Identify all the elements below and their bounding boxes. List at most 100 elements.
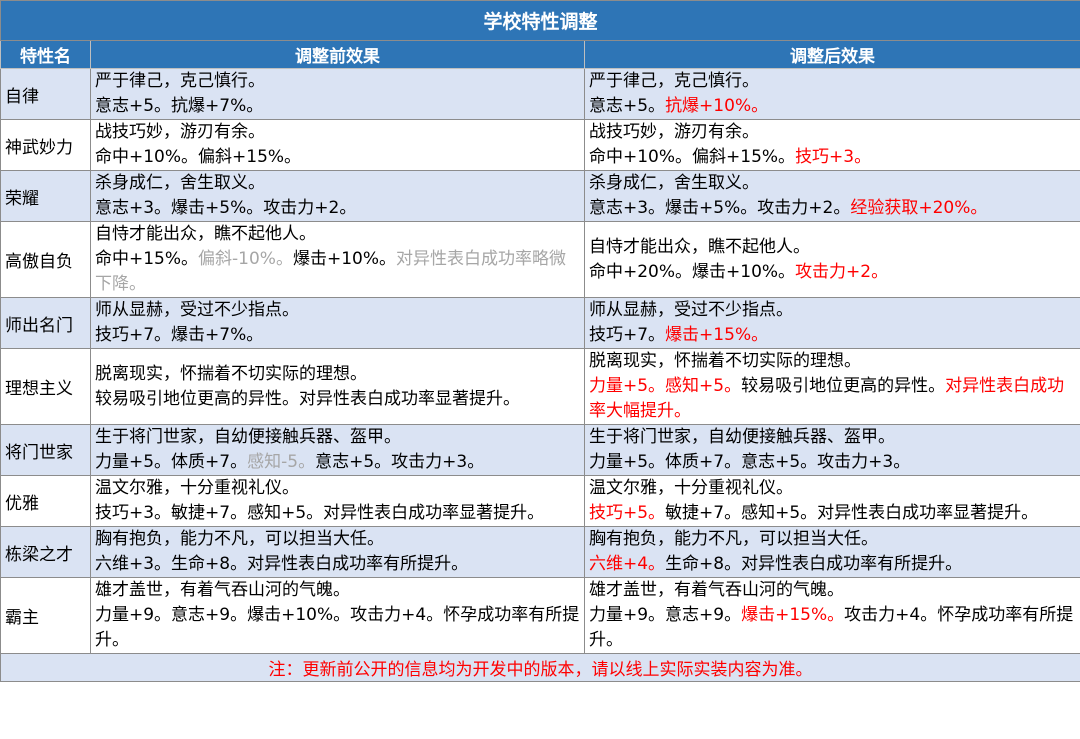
text-segment: 生于将门世家，自幼便接触兵器、盔甲。 <box>589 427 895 447</box>
text-segment: 感知-5。 <box>247 452 316 472</box>
cell-line: 生于将门世家，自幼便接触兵器、盔甲。 <box>589 425 1076 450</box>
before-effect: 胸有抱负，能力不凡，可以担当大任。六维+3。生命+8。对异性表白成功率有所提升。 <box>90 526 585 578</box>
trait-name: 优雅 <box>0 475 91 527</box>
cell-line: 严于律己，克己慎行。 <box>589 69 1076 94</box>
table: 学校特性调整 特性名 调整前效果 调整后效果 自律 严于律己，克己慎行。 意志+5。抗爆… <box>0 0 1080 682</box>
cell-line: 命中+10%。偏斜+15%。 <box>95 145 580 170</box>
cell-line: 六维+3。生命+8。对异性表白成功率有所提升。 <box>95 552 580 577</box>
cell-line: 意志+5。抗爆+10%。 <box>589 94 1076 119</box>
cell-line: 技巧+7。爆击+7%。 <box>95 323 580 348</box>
before-effect: 温文尔雅，十分重视礼仪。 技巧+3。敏捷+7。感知+5。对异性表白成功率显著提升。 <box>90 475 585 527</box>
cell-line: 意志+5。抗爆+7%。 <box>95 94 580 119</box>
cell-line: 意志+3。爆击+5%。攻击力+2。 <box>95 196 580 221</box>
text-segment: 六维+4。 <box>589 554 666 574</box>
cell-line: 技巧+7。爆击+15%。 <box>589 323 1076 348</box>
text-segment: 脱离现实，怀揣着不切实际的理想。 <box>95 363 367 384</box>
cell-line: 力量+5。体质+7。意志+5。攻击力+3。 <box>589 450 1076 475</box>
text-segment: 意志+5。抗爆+7%。 <box>95 96 264 116</box>
text-segment: 力量+5。体质+7。意志+5。攻击力+3。 <box>589 452 911 472</box>
cell-line: 师从显赫，受过不少指点。 <box>95 298 580 323</box>
after-effect: 雄才盖世，有着气吞山河的气魄。力量+9。意志+9。爆击+15%。攻击力+4。怀孕… <box>583 577 1080 654</box>
text-segment: 技巧+5。 <box>589 503 666 523</box>
cell-line: 技巧+5。敏捷+7。感知+5。对异性表白成功率显著提升。 <box>589 501 1076 526</box>
before-effect: 杀身成仁，舍生取义。意志+3。爆击+5%。攻击力+2。 <box>90 170 585 222</box>
cell-line: 战技巧妙，游刃有余。 <box>95 120 580 145</box>
table-row: 荣耀 杀身成仁，舍生取义。 意志+3。爆击+5%。攻击力+2。 杀身成仁，舍生取义。意… <box>0 170 1080 222</box>
text-segment: 技巧+3。敏捷+7。感知+5。对异性表白成功率显著提升。 <box>95 503 545 523</box>
after-effect: 战技巧妙，游刃有余。 命中+10%。偏斜+15%。技巧+3。 <box>583 119 1080 171</box>
trait-name: 师出名门 <box>0 297 91 349</box>
trait-name: 高傲自负 <box>0 221 91 298</box>
before-effect: 生于将门世家，自幼便接触兵器、盔甲。力量+5。体质+7。感知-5。意志+5。攻击… <box>90 424 585 476</box>
after-effect: 师从显赫，受过不少指点。技巧+7。爆击+15%。 <box>583 297 1080 349</box>
text-segment: 严于律己，克己慎行。 <box>589 71 759 91</box>
text-segment: 战技巧妙，游刃有余。 <box>589 122 759 142</box>
trait-name: 神武妙力 <box>0 119 91 171</box>
cell-line: 胸有抱负，能力不凡，可以担当大任。 <box>589 527 1076 552</box>
text-segment: 力量+5。感知+5。 <box>589 376 742 396</box>
text-segment: 爆击+10%。 <box>292 249 396 269</box>
before-effect: 雄才盖世，有着气吞山河的气魄。力量+9。意志+9。爆击+10%。攻击力+4。怀孕… <box>90 577 585 654</box>
table-row: 神武妙力 战技巧妙，游刃有余。 命中+10%。偏斜+15%。 战技巧妙，游刃有余。 命中… <box>0 119 1080 171</box>
trait-name: 栋梁之才 <box>0 526 91 578</box>
before-effect: 脱离现实，怀揣着不切实际的理想。较易吸引地位更高的异性。对异性表白成功率显著提升… <box>90 348 585 425</box>
cell-line: 严于律己，克己慎行。 <box>95 69 580 94</box>
text-segment: 雄才盖世，有着气吞山河的气魄。 <box>95 580 350 600</box>
cell-line: 力量+9。意志+9。爆击+10%。攻击力+4。怀孕成功率有所提升。 <box>95 603 580 653</box>
text-segment: 意志+5。 <box>589 96 666 116</box>
text-segment: 命中+15%。 <box>95 249 199 269</box>
text-segment: 杀身成仁，舍生取义。 <box>95 173 265 193</box>
trait-name: 将门世家 <box>0 424 91 476</box>
cell-line: 命中+20%。爆击+10%。攻击力+2。 <box>589 260 1076 285</box>
after-effect: 温文尔雅，十分重视礼仪。 技巧+5。敏捷+7。感知+5。对异性表白成功率显著提升。 <box>583 475 1080 527</box>
text-segment: 意志+3。爆击+5%。攻击力+2。 <box>589 198 851 218</box>
text-segment: 意志+5。攻击力+3。 <box>315 452 485 472</box>
text-segment: 生于将门世家，自幼便接触兵器、盔甲。 <box>95 427 401 447</box>
table-row: 霸主 雄才盖世，有着气吞山河的气魄。 力量+9。意志+9。爆击+10%。攻击力+4。… <box>0 577 1080 654</box>
text-segment: 杀身成仁，舍生取义。 <box>589 173 759 193</box>
text-segment: 技巧+7。爆击+7%。 <box>95 325 264 345</box>
text-segment: 较易吸引地位更高的异性。 <box>741 376 946 396</box>
text-segment: 脱离现实，怀揣着不切实际的理想。 <box>589 351 861 371</box>
note-row: 注：更新前公开的信息均为开发中的版本，请以线上实际实装内容为准。 <box>0 653 1080 682</box>
cell-line: 杀身成仁，舍生取义。 <box>589 171 1076 196</box>
text-segment: 雄才盖世，有着气吞山河的气魄。 <box>589 580 844 600</box>
text-segment: 攻击力+2。 <box>795 261 889 282</box>
cell-line: 战技巧妙，游刃有余。 <box>589 120 1076 145</box>
text-segment: 胸有抱负，能力不凡，可以担当大任。 <box>95 529 384 549</box>
cell-line: 自恃才能出众，瞧不起他人。 <box>95 222 580 247</box>
table-row: 优雅 温文尔雅，十分重视礼仪。 技巧+3。敏捷+7。感知+5。对异性表白成功率显著提… <box>0 475 1080 527</box>
cell-line: 较易吸引地位更高的异性。对异性表白成功率显著提升。 <box>95 387 580 412</box>
text-segment: 师从显赫，受过不少指点。 <box>589 300 793 320</box>
text-segment: 命中+20%。爆击+10%。 <box>589 261 796 282</box>
cell-line: 力量+5。感知+5。较易吸引地位更高的异性。对异性表白成功率大幅提升。 <box>589 374 1076 424</box>
table-row: 师出名门 师从显赫，受过不少指点。 技巧+7。爆击+7%。 师从显赫，受过不少指点。技… <box>0 297 1080 349</box>
trait-name: 霸主 <box>0 577 91 654</box>
text-segment: 力量+9。意志+9。爆击+10%。攻击力+4。怀孕成功率有所提升。 <box>95 605 580 650</box>
text-segment: 对异性表白成功率大幅提升。 <box>589 376 1065 421</box>
cell-line: 力量+9。意志+9。爆击+15%。攻击力+4。怀孕成功率有所提升。 <box>589 603 1076 653</box>
cell-line: 力量+5。体质+7。感知-5。意志+5。攻击力+3。 <box>95 450 580 475</box>
before-effect: 师从显赫，受过不少指点。 技巧+7。爆击+7%。 <box>90 297 585 349</box>
cell-line: 技巧+3。敏捷+7。感知+5。对异性表白成功率显著提升。 <box>95 501 580 526</box>
text-segment: 爆击+15%。 <box>741 605 845 625</box>
cell-line: 六维+4。生命+8。对异性表白成功率有所提升。 <box>589 552 1076 577</box>
cell-line: 脱离现实，怀揣着不切实际的理想。 <box>589 349 1076 374</box>
cell-line: 胸有抱负，能力不凡，可以担当大任。 <box>95 527 580 552</box>
cell-line: 自恃才能出众，瞧不起他人。 <box>589 235 1076 260</box>
after-effect: 脱离现实，怀揣着不切实际的理想。 力量+5。感知+5。较易吸引地位更高的异性。对异… <box>583 348 1080 425</box>
text-segment: 攻击力+4。怀孕成功率有所提升。 <box>589 605 1074 650</box>
text-segment: 胸有抱负，能力不凡，可以担当大任。 <box>589 529 878 549</box>
text-segment: 经验获取+20%。 <box>850 198 988 218</box>
note: 注：更新前公开的信息均为开发中的版本，请以线上实际实装内容为准。 <box>0 653 1080 682</box>
text-segment: 自恃才能出众，瞧不起他人。 <box>95 224 316 244</box>
text-segment: 战技巧妙，游刃有余。 <box>95 122 265 142</box>
column-header: 特性名 <box>0 40 91 69</box>
before-effect: 自恃才能出众，瞧不起他人。 命中+15%。偏斜-10%。爆击+10%。对异性表白成… <box>90 221 585 298</box>
cell-line: 杀身成仁，舍生取义。 <box>95 171 580 196</box>
text-segment: 意志+3。爆击+5%。攻击力+2。 <box>95 198 357 218</box>
table-row: 高傲自负 自恃才能出众，瞧不起他人。 命中+15%。偏斜-10%。爆击+10%。对异… <box>0 221 1080 298</box>
cell-line: 生于将门世家，自幼便接触兵器、盔甲。 <box>95 425 580 450</box>
table-row: 理想主义 脱离现实，怀揣着不切实际的理想。 较易吸引地位更高的异性。对异性表白成功率… <box>0 348 1080 425</box>
